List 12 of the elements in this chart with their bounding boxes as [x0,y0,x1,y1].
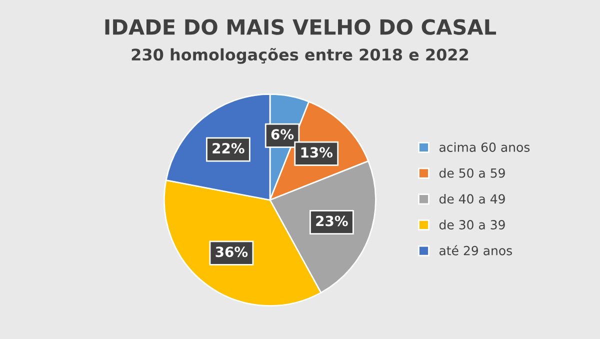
data-label: 22% [212,143,244,154]
data-label: 6% [271,129,294,140]
legend-label: de 50 a 59 [439,168,505,178]
data-label: 36% [216,246,248,258]
chart-title: IDADE DO MAIS VELHO DO CASAL [105,19,496,35]
data-label: 13% [301,147,333,158]
chart-subtitle: 230 homologações entre 2018 e 2022 [132,48,468,64]
legend-label: de 40 a 49 [439,194,505,204]
legend-label: de 30 a 39 [439,220,505,230]
data-label: 23% [316,216,348,226]
legend-label: até 29 anos [440,245,512,256]
legend-label: acima 60 anos [440,142,530,152]
